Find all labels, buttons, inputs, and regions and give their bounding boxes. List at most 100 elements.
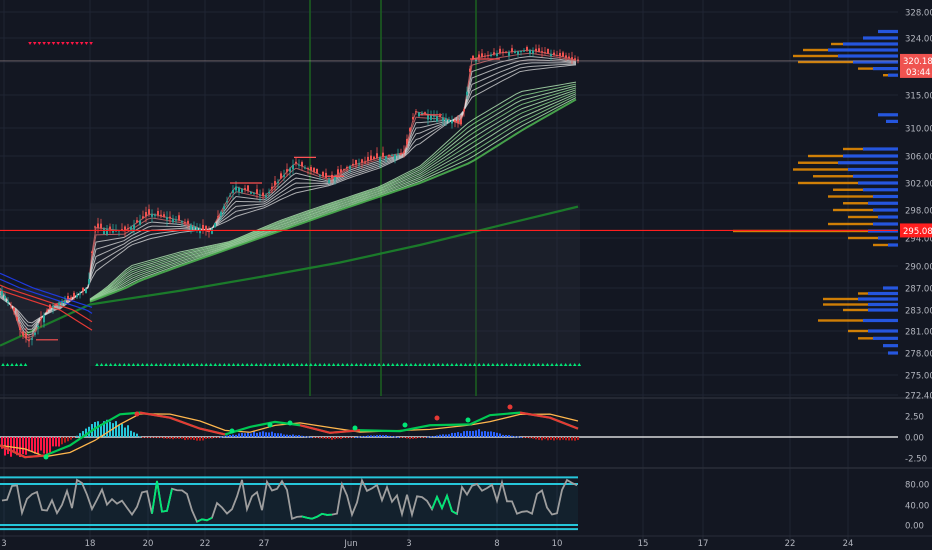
candle-body: [217, 216, 219, 218]
macd-histogram-bar: [241, 432, 243, 437]
candle-body: [178, 215, 180, 221]
macd-histogram-bar: [142, 437, 144, 438]
candle-body: [58, 302, 60, 305]
stochastic-pane[interactable]: [0, 476, 578, 531]
candle-body: [358, 163, 360, 165]
volume-profile-bar-blue: [853, 60, 898, 64]
buy-signal-marker: [218, 363, 222, 366]
macd-cross-dot: [402, 422, 408, 428]
macd-histogram-bar: [370, 435, 372, 437]
macd-histogram-bar: [559, 437, 561, 441]
buy-signal-marker: [23, 363, 28, 366]
buy-signal-marker: [368, 363, 372, 366]
macd-cross-dot: [507, 404, 513, 410]
candle-body: [505, 51, 507, 53]
macd-histogram-bar: [79, 433, 81, 437]
candle-body: [328, 179, 330, 184]
macd-histogram-bar: [229, 435, 231, 437]
macd-line-bearish: [0, 444, 46, 459]
volume-profile-bar-blue: [848, 167, 898, 172]
buy-signal-marker: [231, 363, 236, 366]
candle-body: [31, 338, 33, 340]
volume-profile-bar-blue: [873, 67, 898, 71]
macd-histogram-bar: [328, 437, 330, 439]
guppy-fast-line: [0, 62, 577, 330]
candle-body: [37, 325, 39, 327]
macd-histogram-bar: [133, 432, 135, 437]
macd-histogram-bar: [577, 437, 579, 441]
macd-line-bearish: [519, 411, 579, 430]
buy-signal-marker: [318, 363, 322, 366]
candle-body: [565, 55, 567, 58]
macd-histogram-bar: [400, 437, 402, 438]
buy-signal-marker: [281, 363, 286, 366]
volume-profile-bar-blue: [883, 344, 898, 348]
time-axis[interactable]: 3 18 20 22 27 Jun 3 8 10 15 17 22 24: [0, 535, 932, 549]
macd-histogram-bar: [295, 435, 297, 437]
macd-histogram-bar: [457, 432, 459, 437]
price-axis-tick-label: 298.00: [905, 207, 932, 217]
volume-profile-bar-orange: [793, 54, 838, 58]
buy-signal-marker: [304, 363, 309, 366]
candle-body: [55, 303, 57, 305]
buy-signal-marker: [536, 363, 541, 366]
macd-histogram-bar: [109, 421, 111, 437]
candle-body: [226, 200, 228, 202]
macd-cross-dot: [287, 420, 293, 426]
macd-histogram-bar: [418, 437, 420, 438]
price-axis[interactable]: 328.00324.00320.00315.00310.00306.00302.…: [900, 9, 932, 532]
sell-signal-marker: [65, 42, 70, 45]
candle-body: [193, 226, 195, 230]
macd-histogram-bar: [271, 431, 273, 437]
candle-body: [352, 163, 354, 166]
macd-histogram-bar: [274, 433, 276, 437]
macd-histogram-bar: [7, 437, 9, 455]
candle-body: [16, 317, 18, 321]
price-pane[interactable]: [0, 29, 932, 469]
time-axis-tick-label: 18: [85, 539, 96, 549]
macd-histogram-bar: [361, 436, 363, 438]
macd-histogram-bar: [40, 437, 42, 451]
candle-body: [142, 216, 144, 219]
price-axis-tick-label: 281.00: [905, 328, 932, 338]
candle-body: [301, 162, 303, 167]
buy-signal-marker: [340, 363, 345, 366]
buy-signal-marker: [227, 363, 231, 366]
candle-body: [364, 161, 366, 163]
price-axis-tick-label: 315.00: [905, 92, 932, 102]
volume-profile-bar-blue: [888, 351, 898, 355]
macd-histogram-bar: [64, 437, 66, 443]
candle-body: [544, 52, 546, 54]
buy-signal-marker: [381, 363, 386, 366]
buy-signal-marker: [99, 363, 104, 366]
macd-histogram-bar: [37, 437, 39, 454]
macd-histogram-bar: [58, 437, 60, 447]
macd-histogram-bar: [286, 434, 288, 437]
buy-signal-marker: [436, 363, 441, 366]
candle-body: [517, 51, 519, 55]
buy-signal-marker: [10, 363, 14, 366]
macd-histogram-bar: [73, 437, 75, 438]
macd-histogram-bar: [247, 432, 249, 437]
candle-body: [367, 156, 369, 161]
macd-histogram-bar: [301, 435, 303, 437]
volume-profile-bar-blue: [868, 201, 898, 205]
buy-signal-marker: [277, 363, 281, 366]
sma-line: [0, 205, 579, 347]
buy-signal-marker: [441, 363, 445, 366]
candle-body: [496, 53, 498, 56]
buy-signal-marker: [168, 363, 172, 366]
macd-pane[interactable]: [0, 404, 898, 460]
candle-body: [64, 300, 66, 303]
guppy-fast-line: [0, 56, 577, 336]
buy-signal-marker: [313, 363, 318, 366]
volume-profile-bar-blue: [863, 188, 898, 192]
candle-body: [460, 119, 462, 125]
macd-histogram-bar: [562, 437, 564, 440]
candle-body: [151, 213, 153, 217]
candle-body: [232, 189, 234, 193]
guppy-slow-line: [89, 93, 577, 302]
macd-histogram-bar: [448, 434, 450, 437]
candle-body: [259, 194, 261, 196]
